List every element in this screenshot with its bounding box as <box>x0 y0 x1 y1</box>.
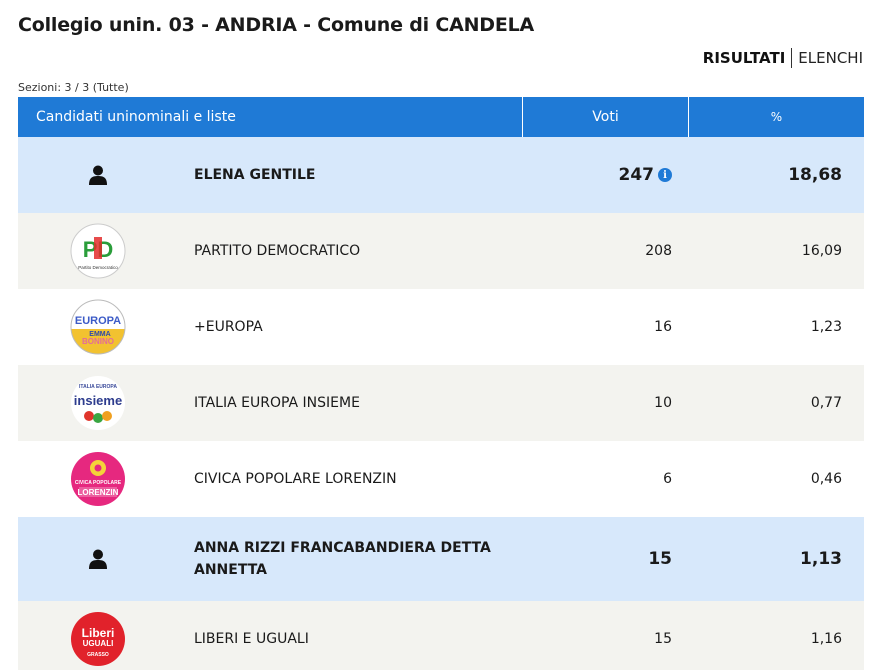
list-row: ITALIA EUROPA insieme ITALIA EUROPA INSI… <box>18 365 864 441</box>
tab-divider <box>791 48 793 68</box>
candidate-name: ANNA RIZZI FRANCABANDIERA DETTA ANNETTA <box>194 540 491 578</box>
sezioni-count: Sezioni: 3 / 3 (Tutte) <box>18 81 129 94</box>
leu-logo-grasso: GRASSO <box>87 652 109 658</box>
insieme-logo: ITALIA EUROPA insieme <box>71 376 125 430</box>
civica-popolare-logo: CIVICA POPOLARE LORENZIN <box>71 452 125 506</box>
info-icon[interactable]: i <box>658 168 672 182</box>
insieme-logo-text: insieme <box>74 393 122 408</box>
list-row: PD Partito Democratico PARTITO DEMOCRATI… <box>18 213 864 289</box>
candidate-row: ANNA RIZZI FRANCABANDIERA DETTA ANNETTA … <box>18 517 864 601</box>
list-row: EUROPA EMMA BONINO +EUROPA 16 1,23 <box>18 289 864 365</box>
list-percent: 16,09 <box>801 243 842 259</box>
list-name: LIBERI E UGUALI <box>194 631 309 647</box>
list-votes: 16 <box>654 319 672 335</box>
list-row: CIVICA POPOLARE LORENZIN CIVICA POPOLARE… <box>18 441 864 517</box>
list-row: Liberi UGUALI GRASSO LIBERI E UGUALI 15 … <box>18 601 864 670</box>
list-percent: 1,16 <box>810 631 842 647</box>
results-table: Candidati uninominali e liste Voti % ELE… <box>18 97 864 670</box>
list-percent: 0,77 <box>810 395 842 411</box>
candidate-votes: 15 <box>648 549 672 569</box>
list-votes: 15 <box>654 631 672 647</box>
piu-europa-logo: EUROPA EMMA BONINO <box>70 299 126 355</box>
tab-elenchi[interactable]: ELENCHI <box>798 49 863 67</box>
pd-logo: PD Partito Democratico <box>70 223 126 279</box>
list-name: ITALIA EUROPA INSIEME <box>194 395 360 411</box>
leu-logo-text: Liberi <box>82 626 115 640</box>
civica-logo-text: LORENZIN <box>78 488 119 497</box>
piu-europa-logo-text: EUROPA <box>75 315 121 327</box>
header-votes: Voti <box>522 97 688 137</box>
list-percent: 0,46 <box>810 471 842 487</box>
piu-europa-logo-bonino: BONINO <box>82 337 114 346</box>
list-name: PARTITO DEMOCRATICO <box>194 243 361 259</box>
candidate-percent: 1,13 <box>800 549 842 569</box>
header-candidates: Candidati uninominali e liste <box>36 109 236 125</box>
list-votes: 6 <box>663 471 672 487</box>
pd-logo-subtext: Partito Democratico <box>78 265 118 270</box>
page-title: Collegio unin. 03 - ANDRIA - Comune di C… <box>18 14 535 36</box>
list-votes: 10 <box>654 395 672 411</box>
candidate-name: ELENA GENTILE <box>194 167 316 183</box>
view-switch: RISULTATI ELENCHI <box>703 48 863 68</box>
candidate-row: ELENA GENTILE 247 i 18,68 <box>18 137 864 213</box>
piu-europa-logo-emma: EMMA <box>89 331 110 338</box>
person-icon <box>89 165 107 185</box>
list-name: CIVICA POPOLARE LORENZIN <box>194 471 397 487</box>
tab-risultati[interactable]: RISULTATI <box>702 49 786 67</box>
list-name: +EUROPA <box>194 319 263 335</box>
leu-logo: Liberi UGUALI GRASSO <box>71 612 125 666</box>
civica-logo-top: CIVICA POPOLARE <box>75 480 122 486</box>
list-votes: 208 <box>645 243 672 259</box>
header-percent: % <box>688 97 864 137</box>
insieme-logo-top: ITALIA EUROPA <box>79 384 117 390</box>
candidate-percent: 18,68 <box>788 165 842 185</box>
leu-logo-uguali: UGUALI <box>83 639 114 648</box>
table-header: Candidati uninominali e liste Voti % <box>18 97 864 137</box>
person-icon <box>89 549 107 569</box>
candidate-votes: 247 <box>618 165 655 185</box>
list-percent: 1,23 <box>810 319 842 335</box>
